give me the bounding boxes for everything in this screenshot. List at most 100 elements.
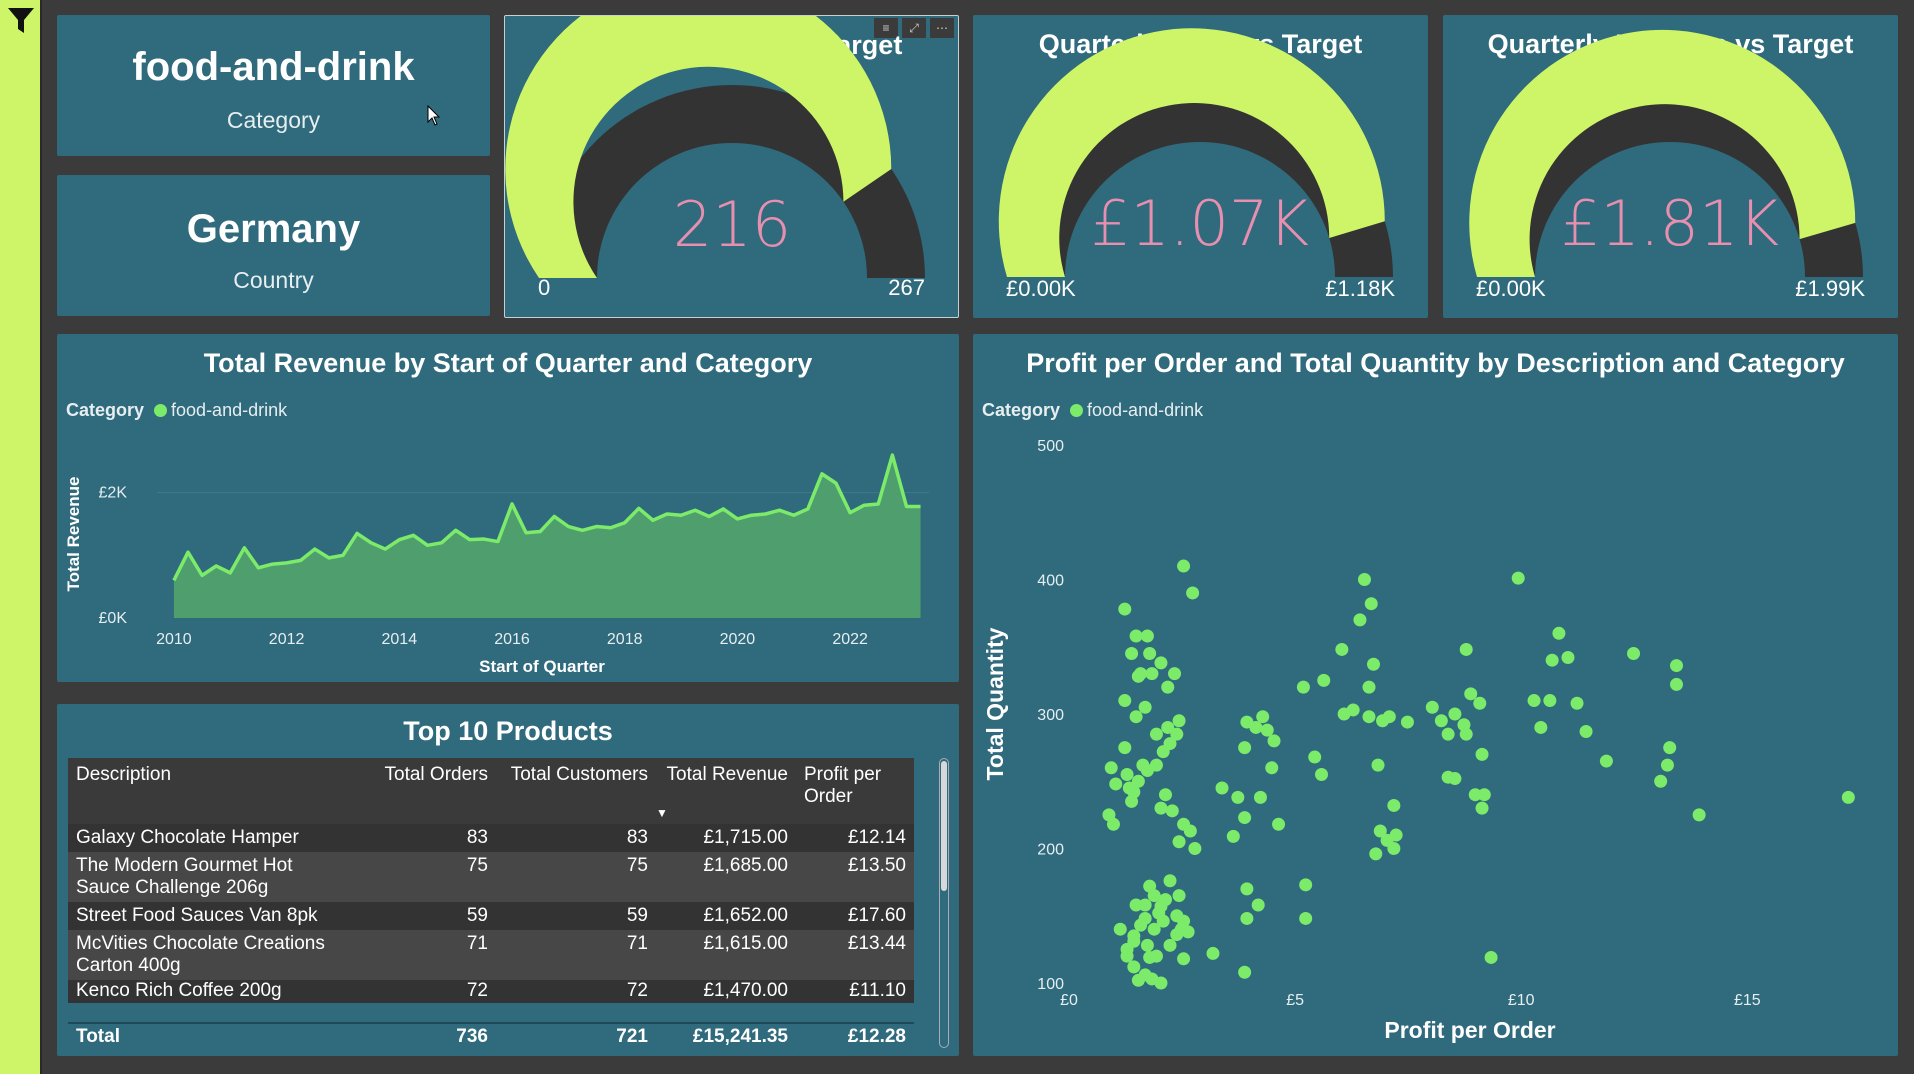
scatter-point[interactable] — [1120, 942, 1134, 956]
scatter-point[interactable] — [1362, 680, 1376, 694]
scatter-point[interactable] — [1240, 911, 1254, 925]
focus-mode-icon[interactable]: ⤢ — [902, 18, 926, 38]
scatter-point[interactable] — [1369, 847, 1383, 861]
category-card[interactable]: food-and-drink Category — [57, 15, 490, 156]
scatter-point[interactable] — [1389, 828, 1403, 842]
scatter-point[interactable] — [1118, 694, 1132, 708]
scatter-point[interactable] — [1122, 781, 1136, 795]
scatter-point[interactable] — [1692, 808, 1706, 822]
scatter-point[interactable] — [1154, 656, 1168, 670]
scatter-point[interactable] — [1434, 714, 1448, 728]
scatter-point[interactable] — [1299, 878, 1313, 892]
scatter-point[interactable] — [1256, 710, 1270, 724]
scatter-point[interactable] — [1158, 788, 1172, 802]
scatter-point[interactable] — [1387, 842, 1401, 855]
scatter-point[interactable] — [1181, 925, 1195, 939]
scatter-point[interactable] — [1425, 700, 1439, 714]
scatter-point[interactable] — [1841, 790, 1855, 804]
scatter-point[interactable] — [1240, 882, 1254, 896]
column-header-total-revenue[interactable]: Total Revenue ▼ — [656, 758, 796, 824]
scatter-point[interactable] — [1140, 938, 1154, 952]
scatter-point[interactable] — [1373, 824, 1387, 838]
column-header-profit-per-order[interactable]: Profit per Order — [796, 758, 914, 824]
scatter-point[interactable] — [1143, 950, 1157, 964]
sort-descending-icon[interactable]: ▼ — [656, 806, 668, 820]
scatter-point[interactable] — [1226, 829, 1240, 843]
scatter-point[interactable] — [1172, 714, 1186, 728]
revenue-area-chart-card[interactable]: Total Revenue by Start of Quarter and Ca… — [57, 334, 959, 682]
scatter-point[interactable] — [1163, 938, 1177, 952]
scatter-point[interactable] — [1561, 651, 1575, 665]
scatter-point[interactable] — [1599, 754, 1613, 768]
scatter-point[interactable] — [1183, 824, 1197, 838]
scatter-point[interactable] — [1102, 808, 1116, 822]
gauge-card-revenue[interactable]: Quarterly Revenue vs Target £1.81K £0.00… — [1443, 15, 1898, 318]
scatter-point[interactable] — [1364, 597, 1378, 611]
scatter-point[interactable] — [1484, 950, 1498, 964]
scatter-point[interactable] — [1138, 898, 1152, 912]
scatter-point[interactable] — [1129, 898, 1143, 912]
scatter-point[interactable] — [1231, 790, 1245, 804]
scatter-point[interactable] — [1149, 758, 1163, 772]
scatter-point[interactable] — [1543, 694, 1557, 708]
scatter-point[interactable] — [1441, 727, 1455, 741]
scatter-point[interactable] — [1118, 741, 1132, 755]
scatter-point[interactable] — [1362, 710, 1376, 724]
scatter-point[interactable] — [1477, 788, 1491, 802]
scatter-point[interactable] — [1527, 694, 1541, 708]
scatter-point[interactable] — [1186, 586, 1200, 600]
scatter-point[interactable] — [1475, 801, 1489, 815]
table-row[interactable]: Street Food Sauces Van 8pk 59 59 £1,652.… — [68, 902, 914, 930]
scatter-point[interactable] — [1660, 758, 1674, 772]
scatter-point[interactable] — [1371, 758, 1385, 772]
table-scrollbar[interactable] — [939, 758, 949, 1048]
scatter-point[interactable] — [1172, 889, 1186, 903]
gauge-card-profit[interactable]: Quarterly Profit vs Target £1.07K £0.00K… — [973, 15, 1428, 318]
scatter-point[interactable] — [1147, 922, 1161, 936]
scatter-point[interactable] — [1267, 734, 1281, 748]
filter-icon[interactable] — [7, 6, 35, 36]
scatter-point[interactable] — [1163, 737, 1177, 751]
scatter-point[interactable] — [1149, 727, 1163, 741]
scatter-point[interactable] — [1147, 889, 1161, 903]
scatter-point[interactable] — [1143, 646, 1157, 660]
scatter-point[interactable] — [1670, 659, 1683, 673]
gauge-card-orders[interactable]: ≡ ⤢ ⋯ Quarterly Orders vs Target 216 0 2… — [504, 15, 959, 318]
scatter-point[interactable] — [1670, 677, 1683, 691]
scatter-point[interactable] — [1459, 642, 1473, 656]
profit-quantity-scatter-card[interactable]: Profit per Order and Total Quantity by D… — [973, 334, 1898, 1056]
scatter-point[interactable] — [1113, 922, 1127, 936]
scatter-point[interactable] — [1161, 720, 1175, 734]
scatter-point[interactable] — [1627, 646, 1641, 660]
legend-item[interactable]: food-and-drink — [171, 400, 288, 420]
filter-visual-icon[interactable]: ≡ — [874, 18, 898, 38]
scatter-point[interactable] — [1168, 667, 1182, 681]
scatter-point[interactable] — [1188, 842, 1202, 855]
scatter-point[interactable] — [1161, 680, 1175, 694]
column-header-total-customers[interactable]: Total Customers — [496, 758, 656, 824]
scatter-point[interactable] — [1163, 874, 1177, 888]
scatter-point[interactable] — [1206, 946, 1220, 960]
scatter-point[interactable] — [1663, 741, 1677, 755]
scatter-point[interactable] — [1238, 811, 1252, 825]
scatter-point[interactable] — [1131, 669, 1145, 683]
scatter-point[interactable] — [1464, 687, 1478, 701]
scatter-point[interactable] — [1125, 646, 1139, 660]
scatter-point[interactable] — [1129, 629, 1143, 643]
table-row[interactable]: Kenco Rich Coffee 200g 72 72 £1,470.00 £… — [68, 980, 914, 1003]
scatter-point[interactable] — [1570, 696, 1584, 710]
scatter-point[interactable] — [1118, 602, 1132, 616]
scatter-point[interactable] — [1545, 653, 1559, 667]
table-row[interactable]: The Modern Gourmet Hot Sauce Challenge 2… — [68, 852, 914, 902]
scatter-point[interactable] — [1387, 798, 1401, 812]
scatter-point[interactable] — [1473, 696, 1487, 710]
scatter-point[interactable] — [1251, 898, 1265, 912]
scatter-point[interactable] — [1104, 761, 1118, 775]
scatter-point[interactable] — [1315, 768, 1329, 782]
scatter-point[interactable] — [1127, 960, 1141, 974]
scatter-point[interactable] — [1511, 571, 1525, 585]
scatter-point[interactable] — [1441, 770, 1455, 784]
scatter-point[interactable] — [1260, 723, 1274, 737]
scatter-point[interactable] — [1265, 761, 1279, 775]
column-header-description[interactable]: Description — [68, 758, 368, 824]
